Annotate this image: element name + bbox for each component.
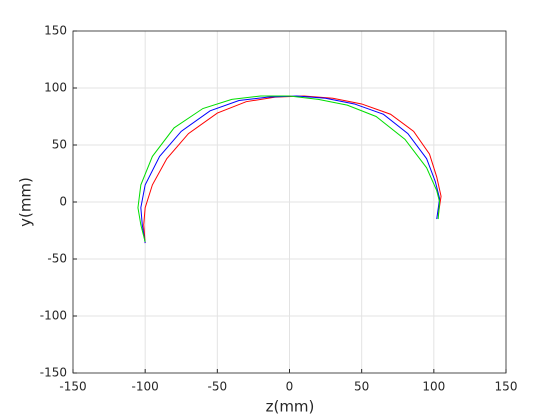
y-tick-label: -50 bbox=[47, 252, 67, 266]
y-tick-label: -100 bbox=[40, 309, 67, 323]
y-tick-label: 50 bbox=[52, 138, 67, 152]
y-tick-label: 100 bbox=[44, 81, 67, 95]
x-tick-label: -50 bbox=[208, 380, 228, 394]
x-tick-label: -100 bbox=[132, 380, 159, 394]
data-line bbox=[137, 95, 441, 243]
x-tick-label: 150 bbox=[495, 380, 518, 394]
x-axis-label: z(mm) bbox=[266, 398, 315, 416]
axes-box bbox=[72, 30, 507, 374]
x-tick-label: 100 bbox=[422, 380, 445, 394]
y-axis-label: y(mm) bbox=[17, 177, 35, 227]
x-tick-label: -150 bbox=[59, 380, 86, 394]
y-tick-label: 0 bbox=[59, 195, 67, 209]
y-tick-label: -150 bbox=[40, 366, 67, 380]
x-tick-label: 50 bbox=[354, 380, 369, 394]
y-tick-label: 150 bbox=[44, 24, 67, 38]
data-line bbox=[140, 95, 441, 244]
x-tick-label: 0 bbox=[286, 380, 294, 394]
